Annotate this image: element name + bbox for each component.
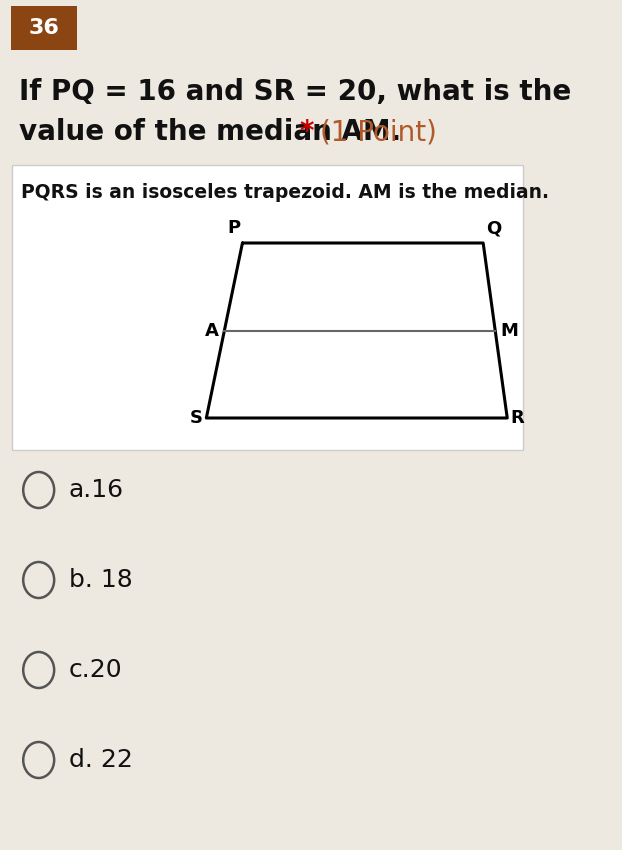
Text: c.20: c.20 xyxy=(69,658,123,682)
Text: S: S xyxy=(190,409,203,427)
Text: b. 18: b. 18 xyxy=(69,568,132,592)
Text: Q: Q xyxy=(486,219,502,237)
Text: value of the median AM.: value of the median AM. xyxy=(19,118,401,146)
Text: P: P xyxy=(228,219,241,237)
Text: 36: 36 xyxy=(29,18,59,38)
Text: If PQ = 16 and SR = 20, what is the: If PQ = 16 and SR = 20, what is the xyxy=(19,78,571,106)
FancyBboxPatch shape xyxy=(12,165,522,450)
Text: a.16: a.16 xyxy=(69,478,124,502)
Text: R: R xyxy=(511,409,524,427)
Text: (1 Point): (1 Point) xyxy=(320,118,437,146)
Text: PQRS is an isosceles trapezoid. AM is the median.: PQRS is an isosceles trapezoid. AM is th… xyxy=(21,183,549,202)
Text: M: M xyxy=(500,321,518,339)
Text: A: A xyxy=(205,321,219,339)
Text: *: * xyxy=(299,118,313,146)
FancyBboxPatch shape xyxy=(11,6,77,50)
Text: d. 22: d. 22 xyxy=(69,748,132,772)
